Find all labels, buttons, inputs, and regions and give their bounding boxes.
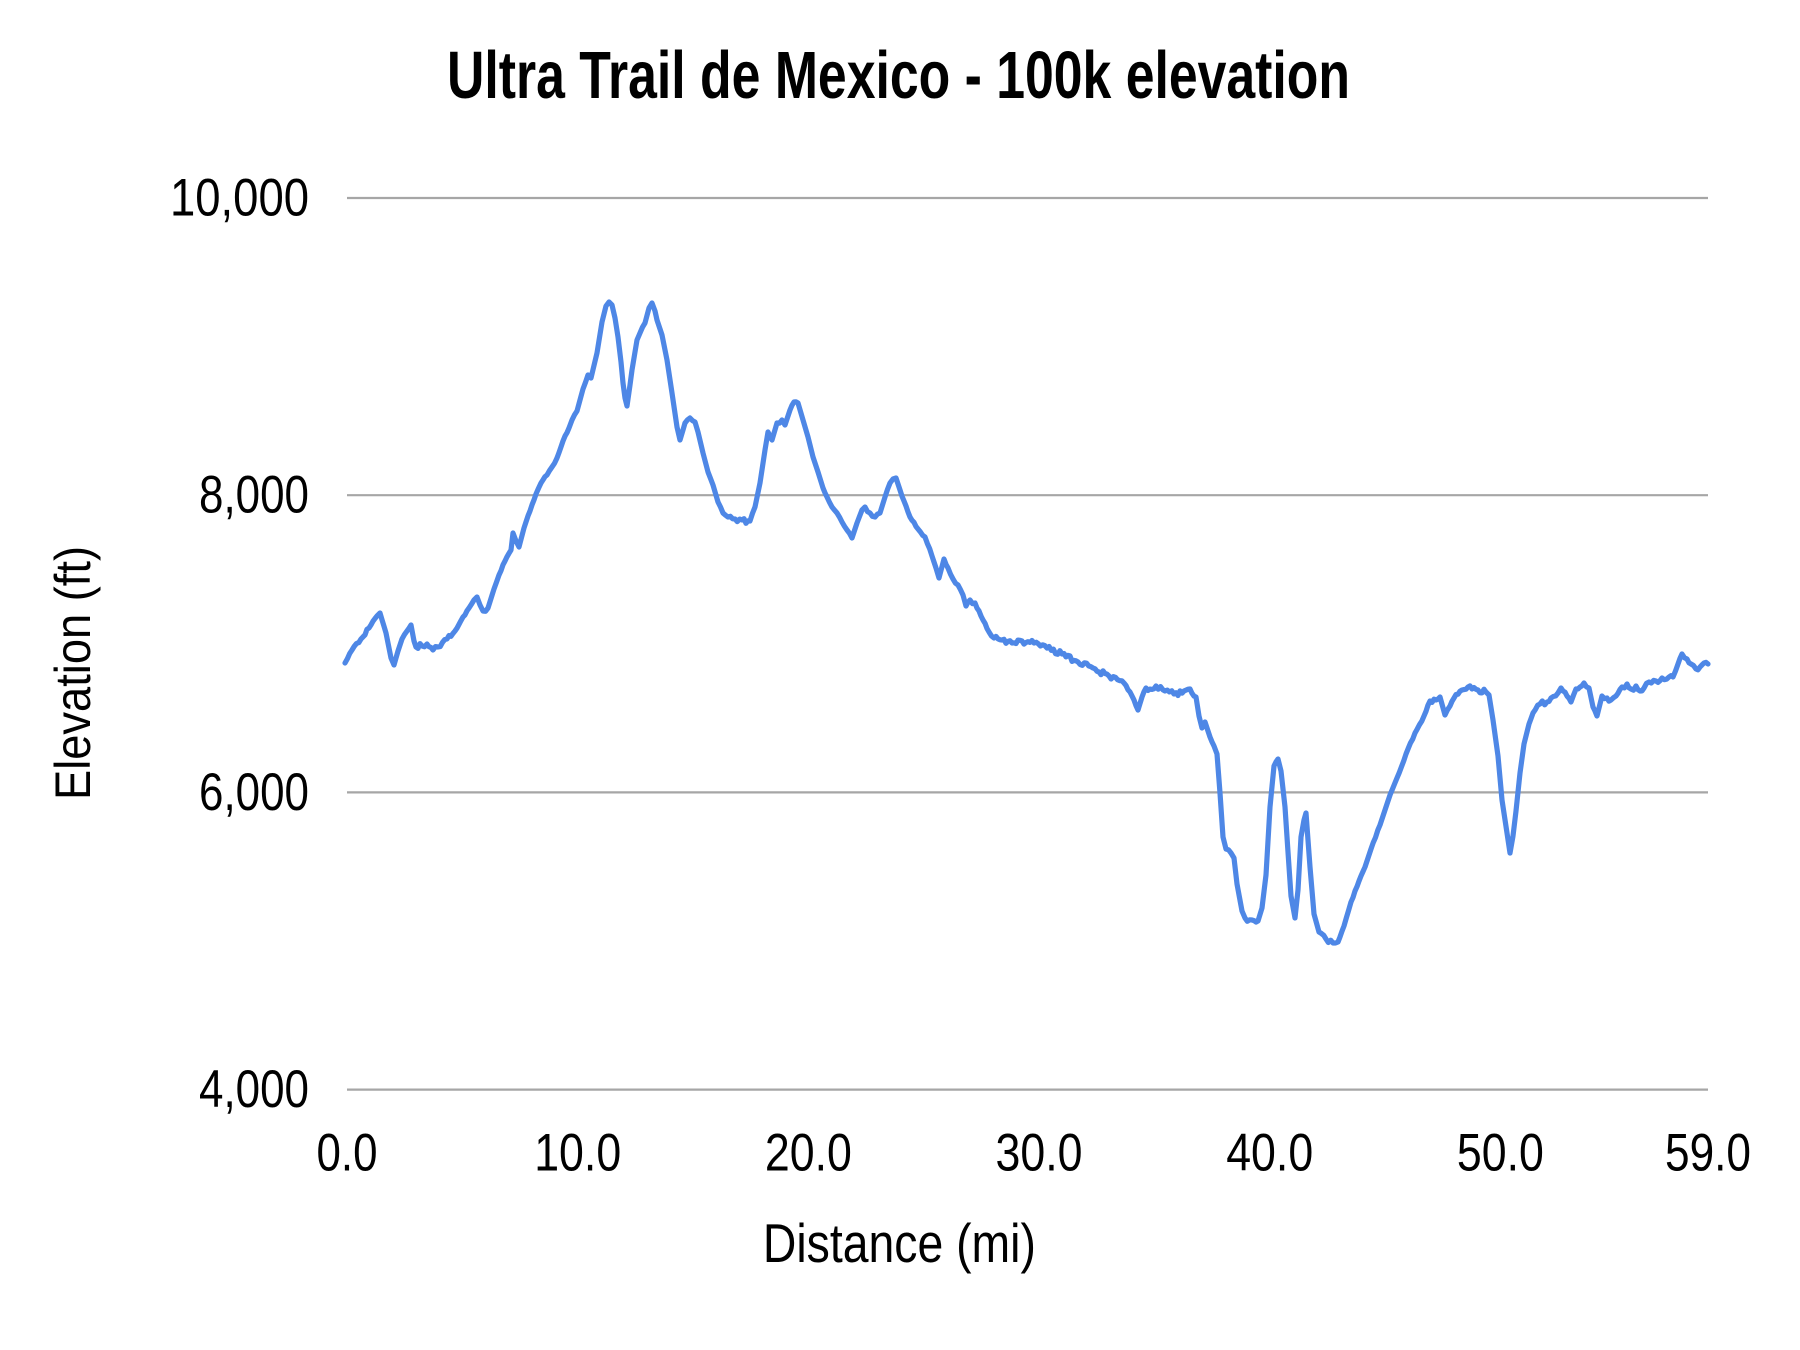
svg-text:10,000: 10,000 (170, 168, 309, 227)
svg-text:50.0: 50.0 (1457, 1124, 1544, 1183)
svg-text:4,000: 4,000 (199, 1060, 309, 1119)
svg-text:Distance (mi): Distance (mi) (763, 1212, 1036, 1274)
svg-text:0.0: 0.0 (317, 1124, 378, 1183)
svg-text:6,000: 6,000 (199, 763, 309, 822)
svg-text:10.0: 10.0 (534, 1124, 621, 1183)
svg-text:20.0: 20.0 (765, 1124, 852, 1183)
svg-text:59.0: 59.0 (1665, 1124, 1751, 1183)
svg-text:8,000: 8,000 (199, 466, 309, 525)
svg-text:Ultra Trail de Mexico - 100k e: Ultra Trail de Mexico - 100k elevation (447, 38, 1350, 113)
svg-text:Elevation (ft): Elevation (ft) (45, 546, 101, 800)
svg-text:40.0: 40.0 (1226, 1124, 1313, 1183)
svg-text:30.0: 30.0 (996, 1124, 1083, 1183)
